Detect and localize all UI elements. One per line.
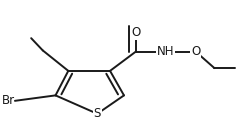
Text: O: O bbox=[131, 26, 140, 39]
Text: Br: Br bbox=[2, 94, 15, 107]
Text: O: O bbox=[191, 45, 200, 58]
Text: NH: NH bbox=[157, 45, 174, 58]
Text: S: S bbox=[93, 107, 101, 120]
